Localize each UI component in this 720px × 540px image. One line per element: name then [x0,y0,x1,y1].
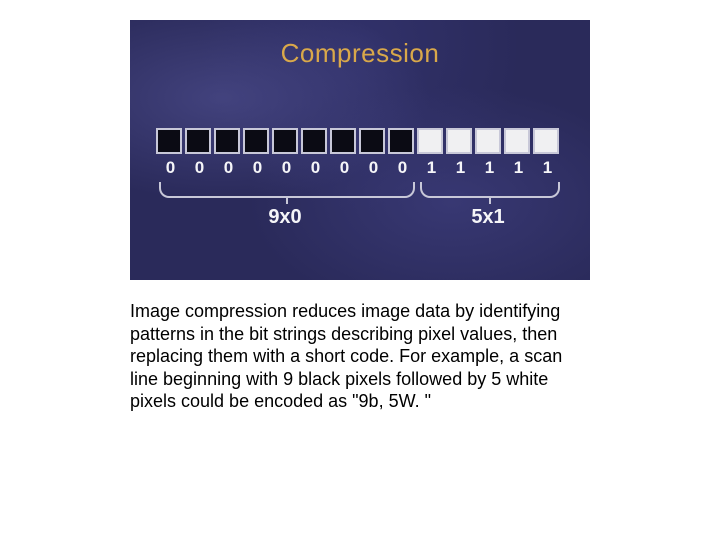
pixel-cell [272,128,298,154]
pixel-cell [417,128,443,154]
pixel-cell [475,128,501,154]
bit-label: 0 [330,158,359,178]
pixel-cell [388,128,414,154]
compression-figure: Compression 00000000011111 9x05x1 [130,20,590,280]
pixel-cell [301,128,327,154]
bit-label: 1 [417,158,446,178]
bit-label: 0 [156,158,185,178]
bit-label: 0 [272,158,301,178]
pixel-cell [504,128,530,154]
bit-label: 0 [214,158,243,178]
bit-label: 0 [359,158,388,178]
bit-row: 00000000011111 [156,158,562,178]
group-label: 9x0 [159,206,411,229]
pixel-cell [446,128,472,154]
group-bracket [159,182,415,198]
pixel-cell [156,128,182,154]
pixel-cell [214,128,240,154]
bit-label: 1 [475,158,504,178]
bit-label: 0 [301,158,330,178]
pixel-cell [533,128,559,154]
bit-label: 0 [388,158,417,178]
pixel-cell [185,128,211,154]
bracket-tick [286,196,288,204]
bit-label: 0 [185,158,214,178]
pixel-row [156,128,562,154]
group-label: 5x1 [420,206,556,229]
pixel-cell [243,128,269,154]
figure-title: Compression [130,38,590,69]
bracket-tick [489,196,491,204]
pixel-cell [330,128,356,154]
pixel-cell [359,128,385,154]
group-bracket [420,182,560,198]
bit-label: 1 [533,158,562,178]
bit-label: 1 [446,158,475,178]
bit-label: 1 [504,158,533,178]
bit-label: 0 [243,158,272,178]
caption-text: Image compression reduces image data by … [130,300,570,413]
